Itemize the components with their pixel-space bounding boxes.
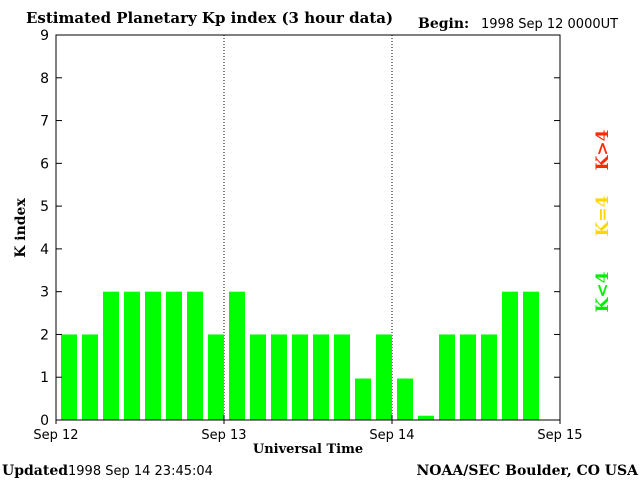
updated-value: 1998 Sep 14 23:45:04 (68, 464, 213, 479)
y-tick-label: 1 (40, 370, 49, 386)
kp-bar (103, 291, 119, 420)
updated-label: Updated (2, 463, 68, 479)
kp-bar (439, 334, 455, 420)
begin-label: Begin: (418, 16, 469, 32)
x-axis-label: Universal Time (253, 442, 363, 457)
kp-bar (82, 334, 98, 420)
y-axis-label: K index (13, 198, 29, 258)
credit-text: NOAA/SEC Boulder, CO USA (417, 463, 640, 479)
legend: K>4 K=4 K<4 (593, 129, 613, 312)
kp-bar (355, 378, 371, 420)
y-tick-label: 8 (40, 71, 49, 87)
y-tick-label: 7 (40, 114, 49, 130)
y-tick-label: 9 (40, 28, 49, 44)
x-axis-ticks: Sep 12 Sep 13 Sep 14 Sep 15 (33, 415, 583, 443)
kp-bar (208, 334, 224, 420)
kp-bar (397, 378, 413, 420)
y-tick-label: 3 (40, 285, 49, 301)
legend-item: K<4 (593, 271, 613, 312)
begin-value: 1998 Sep 12 0000UT (481, 17, 618, 32)
bars-group (61, 291, 539, 420)
kp-bar (166, 291, 182, 420)
y-tick-label: 4 (40, 242, 49, 258)
kp-bar (334, 334, 350, 420)
plot-frame (55, 34, 561, 421)
grid-lines (223, 35, 393, 420)
kp-bar (313, 334, 329, 420)
legend-item: K=4 (593, 195, 613, 236)
kp-bar (481, 334, 497, 420)
kp-bar (250, 334, 266, 420)
kp-bar (145, 291, 161, 420)
kp-bar (418, 415, 434, 420)
y-tick-label: 6 (40, 156, 49, 172)
kp-bar (460, 334, 476, 420)
y-tick-label: 0 (40, 413, 49, 429)
kp-bar (502, 291, 518, 420)
kp-bar (271, 334, 287, 420)
x-tick-label: Sep 14 (369, 428, 414, 443)
x-tick-label: Sep 13 (201, 428, 246, 443)
chart-title: Estimated Planetary Kp index (3 hour dat… (26, 9, 393, 27)
y-axis-ticks: 0 1 2 3 4 5 6 7 8 9 (40, 28, 560, 429)
legend-item: K>4 (593, 129, 613, 170)
x-tick-label: Sep 15 (537, 428, 582, 443)
kp-bar (229, 291, 245, 420)
y-tick-label: 5 (40, 199, 49, 215)
y-tick-label: 2 (40, 327, 49, 343)
kp-bar (124, 291, 140, 420)
kp-bar (187, 291, 203, 420)
kp-bar (61, 334, 77, 420)
kp-bar (376, 334, 392, 420)
x-tick-label: Sep 12 (33, 428, 78, 443)
kp-bar (523, 291, 539, 420)
kp-bar (292, 334, 308, 420)
